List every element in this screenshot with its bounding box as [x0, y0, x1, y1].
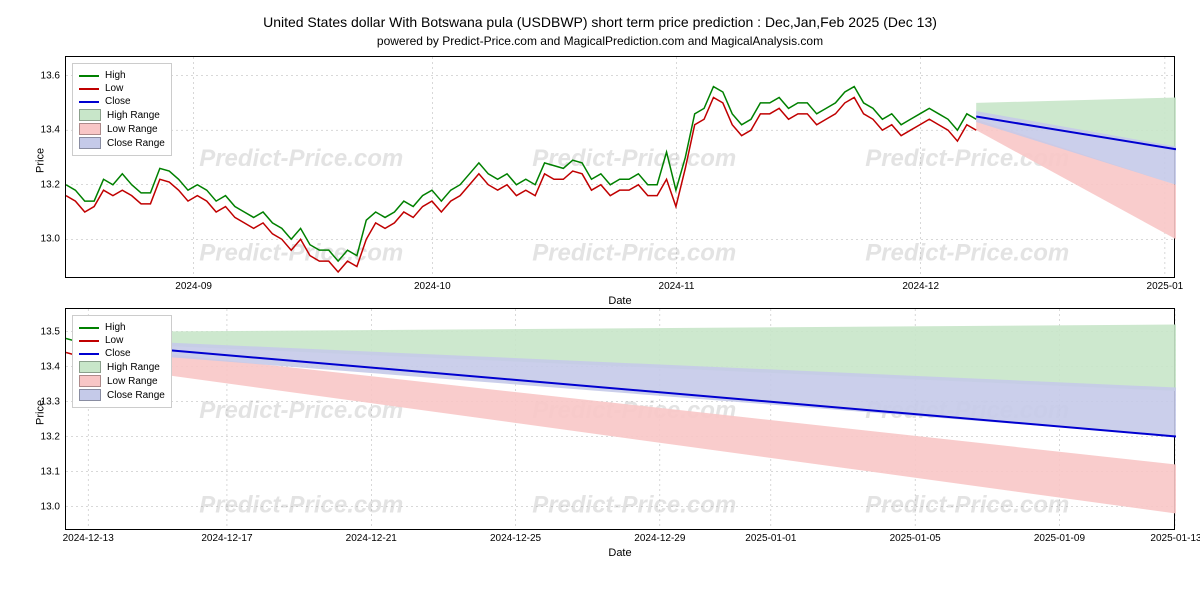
legend-swatch: [79, 88, 99, 90]
legend-item: High Range: [79, 361, 165, 373]
legend-label: Close: [105, 96, 131, 107]
svg-text:Predict-Price.com: Predict-Price.com: [865, 491, 1069, 518]
legend-swatch: [79, 123, 101, 135]
legend-label: Close Range: [107, 390, 165, 401]
svg-text:Predict-Price.com: Predict-Price.com: [532, 491, 736, 518]
xtick-label: 2025-01-13: [1150, 529, 1200, 544]
ytick-label: 13.2: [41, 179, 66, 190]
legend-label: High: [105, 70, 126, 81]
xlabel-bottom: Date: [608, 547, 631, 559]
legend-label: High Range: [107, 362, 160, 373]
xtick-label: 2025-01: [1147, 277, 1184, 292]
legend-item: Close Range: [79, 389, 165, 401]
bottom-chart-svg: Predict-Price.com Predict-Price.com Predic…: [66, 309, 1176, 529]
xtick-label: 2024-12-21: [346, 529, 397, 544]
legend-swatch: [79, 137, 101, 149]
legend-swatch: [79, 353, 99, 355]
legend-bottom: High Low Close High Range Low Range Close Ran…: [72, 315, 172, 408]
legend-swatch: [79, 109, 101, 121]
legend-swatch: [79, 361, 101, 373]
legend-item: High: [79, 322, 165, 333]
legend-item: Low: [79, 335, 165, 346]
svg-text:Predict-Price.com: Predict-Price.com: [199, 145, 403, 172]
svg-text:Predict-Price.com: Predict-Price.com: [532, 239, 736, 266]
xtick-label: 2024-12-29: [634, 529, 685, 544]
xtick-label: 2024-12: [902, 277, 939, 292]
legend-item: Low: [79, 83, 165, 94]
legend-label: Close Range: [107, 138, 165, 149]
legend-swatch: [79, 101, 99, 103]
legend-label: Low: [105, 83, 123, 94]
xtick-label: 2024-09: [175, 277, 212, 292]
xtick-label: 2024-12-13: [63, 529, 114, 544]
xtick-label: 2024-12-17: [201, 529, 252, 544]
legend-item: High: [79, 70, 165, 81]
legend-swatch: [79, 340, 99, 342]
top-chart: Price Date Predict-Price.comPredict-Pric…: [65, 56, 1175, 278]
xtick-label: 2024-10: [414, 277, 451, 292]
xtick-label: 2024-11: [659, 277, 695, 292]
ytick-label: 13.4: [41, 125, 66, 136]
legend-item: Close: [79, 96, 165, 107]
xtick-label: 2025-01-01: [745, 529, 796, 544]
ytick-label: 13.4: [41, 361, 66, 372]
ytick-label: 13.6: [41, 70, 66, 81]
legend-item: High Range: [79, 109, 165, 121]
svg-text:Predict-Price.com: Predict-Price.com: [199, 239, 403, 266]
legend-label: High: [105, 322, 126, 333]
legend-item: Low Range: [79, 123, 165, 135]
svg-text:Predict-Price.com: Predict-Price.com: [865, 239, 1069, 266]
legend-item: Low Range: [79, 375, 165, 387]
xtick-label: 2024-12-25: [490, 529, 541, 544]
legend-label: High Range: [107, 110, 160, 121]
ytick-label: 13.3: [41, 396, 66, 407]
xlabel-top: Date: [608, 295, 631, 307]
ytick-label: 13.5: [41, 326, 66, 337]
chart-title: United States dollar With Botswana pula …: [10, 14, 1190, 30]
xtick-label: 2025-01-05: [890, 529, 941, 544]
xtick-label: 2025-01-09: [1034, 529, 1085, 544]
legend-swatch: [79, 375, 101, 387]
legend-item: Close: [79, 348, 165, 359]
legend-swatch: [79, 327, 99, 329]
legend-label: Low Range: [107, 124, 158, 135]
legend-swatch: [79, 389, 101, 401]
legend-top: High Low Close High Range Low Range Close Ran…: [72, 63, 172, 156]
ytick-label: 13.1: [41, 466, 66, 477]
legend-swatch: [79, 75, 99, 77]
ytick-label: 13.0: [41, 501, 66, 512]
top-chart-svg: Predict-Price.com Predict-Price.com Predic…: [66, 57, 1176, 277]
bottom-chart: Price Date Predict-Price.comPredict-Pric…: [65, 308, 1175, 530]
legend-label: Low Range: [107, 376, 158, 387]
legend-item: Close Range: [79, 137, 165, 149]
ytick-label: 13.0: [41, 234, 66, 245]
svg-text:Predict-Price.com: Predict-Price.com: [199, 491, 403, 518]
chart-subtitle: powered by Predict-Price.com and Magical…: [10, 34, 1190, 48]
legend-label: Low: [105, 335, 123, 346]
ytick-label: 13.2: [41, 431, 66, 442]
ylabel-top: Price: [35, 148, 47, 173]
legend-label: Close: [105, 348, 131, 359]
